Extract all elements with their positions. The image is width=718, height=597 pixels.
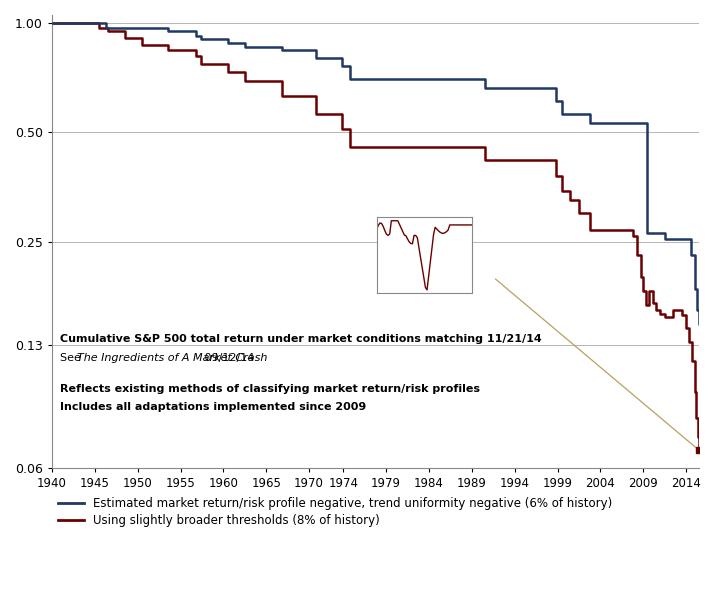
Text: Cumulative S&P 500 total return under market conditions matching 11/21/14: Cumulative S&P 500 total return under ma… <box>60 334 541 344</box>
Text: Includes all adaptations implemented since 2009: Includes all adaptations implemented sin… <box>60 402 366 412</box>
Legend: Estimated market return/risk profile negative, trend uniformity negative (6% of : Estimated market return/risk profile neg… <box>58 497 612 527</box>
Text: Reflects existing methods of classifying market return/risk profiles: Reflects existing methods of classifying… <box>60 384 480 394</box>
Text: See: See <box>60 353 84 364</box>
Text: The Ingredients of A Market Crash: The Ingredients of A Market Crash <box>77 353 267 364</box>
Text: 09/12/14: 09/12/14 <box>202 353 255 364</box>
